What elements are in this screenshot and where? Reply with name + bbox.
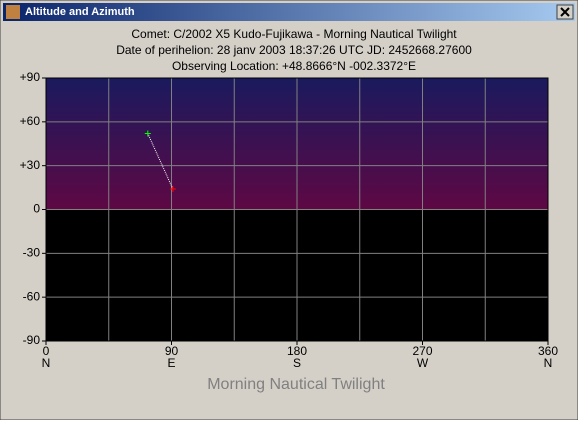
x-direction-label: W: [417, 356, 429, 370]
x-tick-label: 270: [412, 344, 432, 358]
close-button[interactable]: [556, 4, 574, 20]
y-tick-label: -60: [23, 289, 41, 303]
y-tick-label: +90: [20, 70, 41, 84]
start-marker: [144, 130, 151, 137]
y-tick-label: +30: [20, 158, 41, 172]
end-marker: [169, 186, 176, 193]
y-tick-label: +60: [20, 114, 41, 128]
y-tick-label: 0: [33, 202, 40, 216]
header-line: Comet: C/2002 X5 Kudo-Fujikawa - Morning…: [131, 27, 457, 41]
plot-frame: [45, 77, 549, 342]
x-tick-label: 0: [43, 344, 50, 358]
app-icon: [6, 5, 20, 19]
x-tick-label: 360: [538, 344, 558, 358]
y-tick-label: -90: [23, 333, 41, 347]
x-axis-label: Morning Nautical Twilight: [207, 376, 385, 393]
header-line: Date of perihelion: 28 janv 2003 18:37:2…: [116, 43, 472, 57]
y-tick-label: -30: [23, 246, 41, 260]
x-tick-label: 90: [165, 344, 179, 358]
x-direction-label: N: [42, 356, 51, 370]
x-tick-label: 180: [287, 344, 307, 358]
x-direction-label: E: [167, 356, 175, 370]
window-title: Altitude and Azimuth: [25, 6, 135, 18]
x-direction-label: S: [293, 356, 301, 370]
title-bar: [3, 3, 575, 21]
x-direction-label: N: [544, 356, 553, 370]
header-line: Observing Location: +48.8666°N -002.3372…: [172, 59, 416, 73]
track: [147, 133, 174, 190]
